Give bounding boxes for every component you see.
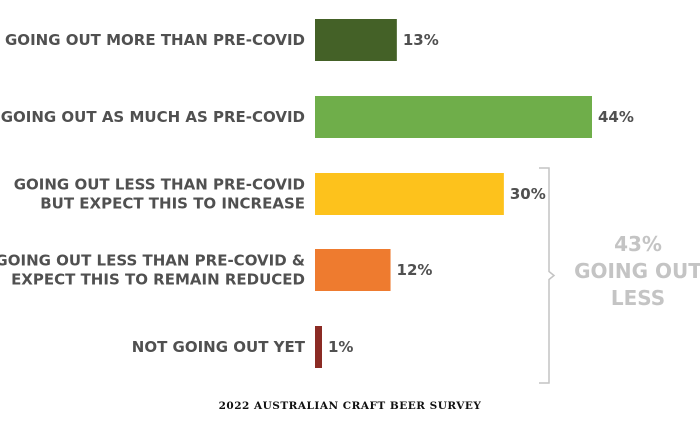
bar-2 <box>315 173 504 215</box>
category-label-4-0: NOT GOING OUT YET <box>132 338 306 356</box>
group-annotation-line-0: 43% <box>614 232 662 256</box>
category-label-2-0: GOING OUT LESS THAN PRE-COVID <box>14 176 305 194</box>
bar-3 <box>315 249 391 291</box>
bar-0 <box>315 19 397 61</box>
group-annotation-line-1: GOING OUT <box>574 259 700 283</box>
group-bracket <box>539 167 556 384</box>
bar-1 <box>315 96 592 138</box>
value-label-0: 13% <box>403 31 439 49</box>
value-label-3: 12% <box>397 261 433 279</box>
value-label-1: 44% <box>598 108 634 126</box>
group-annotation-line-2: LESS <box>611 286 665 310</box>
category-label-3-0: GOING OUT LESS THAN PRE-COVID & <box>0 252 305 270</box>
chart-footer: 2022 AUSTRALIAN CRAFT BEER SURVEY <box>218 400 482 412</box>
category-label-1-0: GOING OUT AS MUCH AS PRE-COVID <box>1 108 305 126</box>
category-label-0-0: GOING OUT MORE THAN PRE-COVID <box>5 31 305 49</box>
category-label-3-1: EXPECT THIS TO REMAIN REDUCED <box>11 271 305 289</box>
value-label-2: 30% <box>510 185 546 203</box>
bar-4 <box>315 326 322 368</box>
category-label-2-1: BUT EXPECT THIS TO INCREASE <box>40 195 305 213</box>
value-label-4: 1% <box>328 338 353 356</box>
